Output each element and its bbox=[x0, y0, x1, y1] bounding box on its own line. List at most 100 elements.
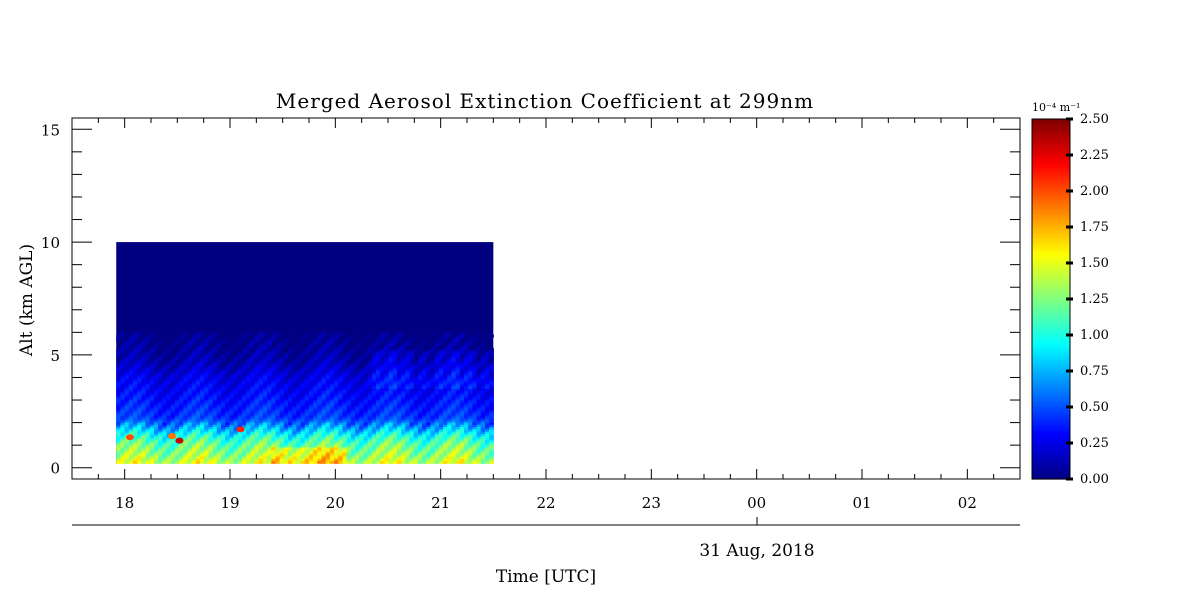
heatmap-cell bbox=[313, 393, 318, 397]
heatmap-cell bbox=[191, 402, 197, 406]
heatmap-cell bbox=[443, 366, 448, 370]
heatmap-cell bbox=[300, 415, 306, 419]
heatmap-cell bbox=[413, 397, 419, 401]
heatmap-cell bbox=[342, 422, 348, 426]
heatmap-cell bbox=[334, 345, 339, 349]
heatmap-cell bbox=[237, 352, 243, 356]
heatmap-cell bbox=[267, 345, 272, 349]
heatmap-cell bbox=[472, 436, 478, 439]
heatmap-cell bbox=[120, 445, 126, 449]
heatmap-cell bbox=[476, 375, 482, 379]
heatmap-cell bbox=[451, 445, 457, 449]
heatmap-cell bbox=[317, 454, 323, 458]
heatmap-cell bbox=[413, 350, 419, 354]
heatmap-cell bbox=[258, 404, 264, 408]
heatmap-cell bbox=[342, 400, 348, 403]
heatmap-cell bbox=[262, 449, 268, 453]
heatmap-cell bbox=[447, 348, 453, 351]
heatmap-cell bbox=[392, 339, 398, 342]
heatmap-cell bbox=[392, 458, 398, 462]
heatmap-cell bbox=[455, 409, 461, 412]
heatmap-cell bbox=[212, 433, 218, 437]
heatmap-cell bbox=[334, 406, 339, 410]
heatmap-cell bbox=[468, 379, 473, 383]
heatmap-cell bbox=[183, 332, 189, 336]
heatmap-cell bbox=[237, 402, 243, 406]
heatmap-cell bbox=[267, 445, 272, 449]
heatmap-cell bbox=[350, 386, 356, 390]
heatmap-cell bbox=[464, 449, 469, 453]
heatmap-cell bbox=[422, 422, 427, 426]
heatmap-cell bbox=[254, 442, 260, 446]
heatmap-cell bbox=[321, 460, 327, 464]
heatmap-cell bbox=[183, 406, 189, 410]
heatmap-cell bbox=[325, 377, 331, 381]
heatmap-cell bbox=[195, 343, 201, 347]
heatmap-cell bbox=[241, 391, 247, 394]
heatmap-cell bbox=[262, 422, 268, 426]
heatmap-cell bbox=[195, 397, 201, 401]
heatmap-cell bbox=[321, 370, 327, 374]
heatmap-cell bbox=[321, 436, 327, 439]
heatmap-cell bbox=[254, 445, 260, 449]
heatmap-cell bbox=[338, 404, 344, 408]
heatmap-cell bbox=[443, 422, 448, 426]
heatmap-cell bbox=[329, 339, 335, 342]
heatmap-cell bbox=[200, 393, 205, 397]
heatmap-cell bbox=[246, 366, 251, 370]
colorbar-segment bbox=[1032, 341, 1070, 345]
heatmap-cell bbox=[204, 451, 210, 455]
heatmap-cell bbox=[195, 445, 201, 449]
heatmap-cell bbox=[384, 375, 390, 379]
heatmap-cell bbox=[329, 357, 335, 361]
heatmap-cell bbox=[179, 454, 184, 458]
heatmap-cell bbox=[392, 447, 398, 451]
heatmap-cell bbox=[153, 418, 159, 421]
heatmap-cell bbox=[329, 433, 335, 437]
heatmap-cell bbox=[325, 413, 331, 417]
heatmap-cell bbox=[233, 409, 239, 412]
heatmap-cell bbox=[476, 368, 482, 372]
heatmap-cell bbox=[308, 447, 314, 451]
heatmap-cell bbox=[405, 406, 411, 410]
heatmap-cell bbox=[200, 366, 205, 370]
heatmap-cell bbox=[325, 341, 331, 345]
heatmap-cell bbox=[438, 339, 444, 342]
heatmap-cell bbox=[359, 372, 365, 376]
heatmap-cell bbox=[283, 429, 289, 433]
heatmap-cell bbox=[396, 363, 402, 367]
heatmap-cell bbox=[346, 397, 352, 401]
heatmap-cell bbox=[489, 429, 494, 433]
heatmap-cell bbox=[212, 447, 218, 451]
heatmap-cell bbox=[183, 422, 189, 426]
heatmap-cell bbox=[308, 418, 314, 421]
heatmap-cell bbox=[472, 361, 478, 365]
heatmap-cell bbox=[405, 433, 411, 437]
heatmap-cell bbox=[484, 388, 490, 392]
heatmap-cell bbox=[170, 418, 176, 421]
heatmap-cell bbox=[484, 418, 490, 421]
heatmap-cell bbox=[413, 445, 419, 449]
heatmap-cell bbox=[384, 334, 390, 338]
heatmap-cell bbox=[384, 429, 390, 433]
heatmap-cell bbox=[246, 411, 251, 415]
heatmap-cell bbox=[451, 343, 457, 347]
heatmap-cell bbox=[279, 420, 285, 424]
heatmap-cell bbox=[313, 336, 318, 340]
heatmap-cell bbox=[174, 363, 180, 367]
heatmap-cell bbox=[120, 395, 126, 399]
heatmap-cell bbox=[447, 397, 453, 401]
heatmap-cell bbox=[338, 409, 344, 412]
heatmap-cell bbox=[401, 341, 406, 345]
heatmap-cell bbox=[275, 411, 281, 415]
heatmap-cell bbox=[472, 372, 478, 376]
heatmap-cell bbox=[317, 366, 323, 370]
heatmap-cell bbox=[195, 420, 201, 424]
heatmap-cell bbox=[187, 375, 193, 379]
heatmap-cell bbox=[308, 454, 314, 458]
heatmap-cell bbox=[489, 391, 494, 394]
heatmap-cell bbox=[409, 395, 415, 399]
heatmap-cell bbox=[200, 454, 205, 458]
heatmap-cell bbox=[476, 445, 482, 449]
heatmap-cell bbox=[422, 418, 427, 421]
